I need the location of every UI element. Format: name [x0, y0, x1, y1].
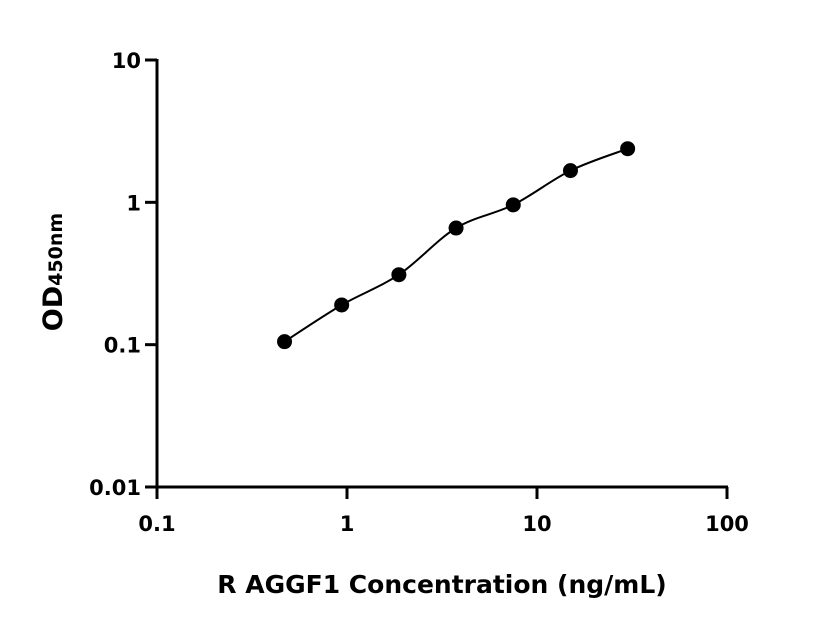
y-tick-label: 1	[126, 191, 141, 215]
data-point	[620, 141, 636, 157]
data-point	[334, 297, 350, 313]
x-tick-label: 1	[340, 512, 355, 536]
x-axis-label: R AGGF1 Concentration (ng/mL)	[217, 570, 666, 599]
x-tick-label: 0.1	[138, 512, 175, 536]
data-point	[391, 267, 407, 283]
data-points	[277, 141, 636, 350]
y-tick-label: 10	[112, 49, 141, 73]
data-point	[277, 334, 293, 350]
y-tick-label: 0.01	[89, 476, 141, 500]
data-point	[448, 220, 464, 236]
x-tick-label: 10	[522, 512, 551, 536]
y-axis-label: OD450nm	[38, 213, 69, 331]
y-axis-label-sub: 450nm	[45, 213, 67, 286]
y-tick-label: 0.1	[104, 334, 141, 358]
data-point	[505, 197, 521, 213]
x-tick-label: 100	[705, 512, 749, 536]
y-axis-label-main: OD	[38, 286, 69, 331]
axes: 0.01 0.1 1 10 0.1 1 10 100	[89, 49, 749, 536]
fit-curve	[283, 147, 629, 343]
data-point	[562, 163, 578, 179]
